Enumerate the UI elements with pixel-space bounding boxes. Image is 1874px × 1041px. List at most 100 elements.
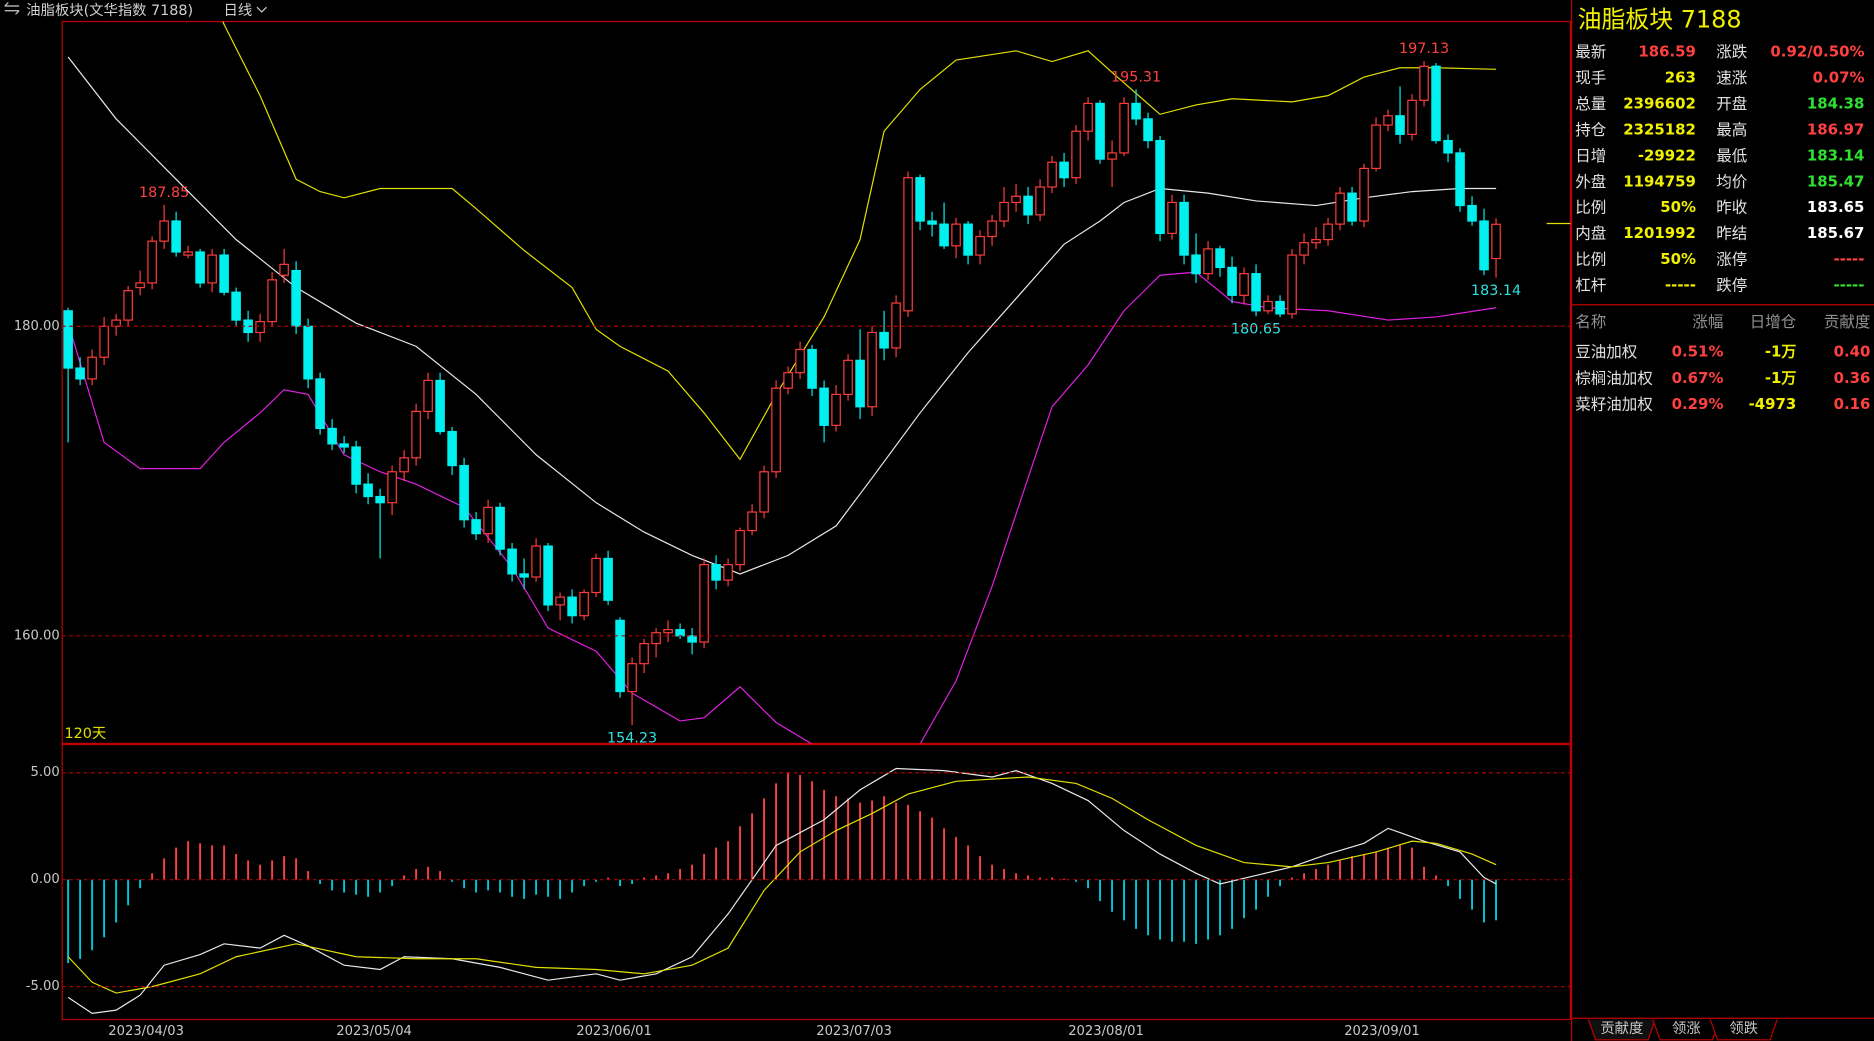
- candle-body: [1011, 195, 1021, 204]
- high-label: 195.31: [1111, 69, 1161, 85]
- candle-body: [951, 223, 961, 247]
- component-cell[interactable]: 0.29%: [1672, 395, 1724, 413]
- quote-label: 昨结: [1716, 225, 1747, 243]
- candle-body: [459, 464, 469, 521]
- candle-body: [747, 511, 757, 532]
- frames: [61, 0, 1874, 1041]
- candle-body: [495, 506, 505, 550]
- component-cell[interactable]: 菜籽油加权: [1575, 396, 1653, 414]
- candle-body: [543, 545, 553, 606]
- candle-body: [603, 557, 613, 601]
- candle-body: [1431, 65, 1441, 142]
- quote-label: 内盘: [1575, 224, 1606, 243]
- candle-body: [507, 548, 517, 575]
- candle-body: [699, 564, 709, 643]
- candle-body: [795, 348, 805, 374]
- tab-label[interactable]: 贡献度: [1600, 1020, 1643, 1037]
- component-cell[interactable]: 0.40: [1834, 343, 1871, 361]
- candle-body: [651, 632, 661, 645]
- candle-body: [567, 596, 577, 617]
- candle-body: [1479, 220, 1489, 271]
- quote-label: 总量: [1575, 95, 1606, 113]
- x-tick-label: 2023/08/01: [1068, 1024, 1144, 1039]
- candle-body: [75, 367, 85, 380]
- candle-body: [519, 573, 529, 578]
- candle-body: [1311, 239, 1321, 244]
- x-tick-label: 2023/05/04: [336, 1024, 412, 1039]
- candle-body: [711, 564, 721, 581]
- quote-value: 184.38: [1807, 94, 1865, 112]
- component-cell[interactable]: 棕榈油加权: [1575, 369, 1653, 387]
- candle-body: [639, 642, 649, 665]
- candle-body: [111, 319, 121, 327]
- quote-value: 186.59: [1638, 43, 1696, 61]
- quote-value: 50%: [1660, 250, 1696, 268]
- candle-body: [99, 325, 109, 358]
- component-cell[interactable]: 0.51%: [1672, 343, 1724, 361]
- period-selector[interactable]: 日线: [223, 2, 252, 19]
- candle-body: [1239, 273, 1249, 296]
- quote-value: -----: [1833, 250, 1864, 268]
- candle-body: [735, 529, 745, 566]
- quote-label: 比例: [1575, 251, 1606, 269]
- component-cell[interactable]: 0.36: [1834, 369, 1871, 387]
- candle-body: [591, 557, 601, 594]
- candle-body: [159, 220, 169, 242]
- candle-body: [411, 410, 421, 459]
- quote-label: 涨停: [1716, 251, 1747, 269]
- quote-value: 186.97: [1807, 120, 1865, 138]
- candle-body: [855, 359, 865, 408]
- candle-body: [1023, 195, 1033, 216]
- candle-body: [1119, 102, 1129, 154]
- candle-body: [363, 483, 373, 498]
- quote-label: 昨收: [1716, 199, 1747, 217]
- candle-body: [1335, 192, 1345, 225]
- column-header: 贡献度: [1824, 313, 1871, 331]
- candle-body: [435, 379, 445, 433]
- component-cell[interactable]: -1万: [1765, 369, 1797, 387]
- indicator-line: [67, 271, 1497, 744]
- candle-body: [183, 251, 193, 256]
- x-tick-label: 2023/06/01: [576, 1024, 652, 1039]
- candle-body: [1155, 139, 1165, 235]
- quote-value: 50%: [1660, 198, 1696, 216]
- candle-body: [1095, 102, 1105, 160]
- candle-body: [1107, 152, 1117, 160]
- quote-label: 外盘: [1575, 172, 1606, 191]
- candle-body: [1383, 115, 1393, 126]
- component-cell[interactable]: 豆油加权: [1575, 343, 1638, 361]
- tab-label[interactable]: 领涨: [1672, 1020, 1701, 1037]
- swap-icon[interactable]: [4, 1, 20, 15]
- candle-body: [915, 177, 925, 222]
- candle-body: [675, 629, 685, 637]
- column-header: 名称: [1575, 313, 1606, 331]
- high-label: 197.13: [1399, 41, 1449, 57]
- candle-body: [1227, 266, 1237, 296]
- y-tick-label: 5.00: [31, 765, 60, 780]
- candle-body: [1059, 161, 1069, 179]
- main-plot: 187.85 195.31 197.13 154.23 180.65 183.14: [63, 21, 1521, 744]
- y-tick-label: -5.00: [26, 979, 60, 994]
- low-label: 183.14: [1471, 283, 1521, 299]
- component-cell[interactable]: -4973: [1749, 395, 1797, 413]
- quote-value: 183.65: [1807, 198, 1865, 216]
- candle-body: [147, 240, 157, 284]
- candle-body: [1131, 102, 1141, 120]
- candle-body: [1167, 201, 1177, 235]
- component-cell[interactable]: 0.16: [1834, 395, 1871, 413]
- quote-label: 跌停: [1716, 277, 1747, 295]
- candle-body: [1263, 300, 1273, 312]
- tab-label[interactable]: 领跌: [1729, 1020, 1758, 1037]
- candle-body: [1203, 248, 1213, 275]
- column-header: 涨幅: [1692, 313, 1723, 331]
- component-cell[interactable]: -1万: [1765, 343, 1797, 361]
- tab-shape[interactable]: [1709, 1019, 1778, 1041]
- candle-body: [63, 310, 73, 369]
- component-cell[interactable]: 0.67%: [1672, 369, 1724, 387]
- candle-body: [339, 443, 349, 448]
- quote-label: 均价: [1716, 173, 1748, 191]
- top-bar: 油脂板块(文华指数 7188) 日线: [4, 1, 267, 19]
- tab-shape[interactable]: [1587, 1019, 1656, 1041]
- dropdown-chevron[interactable]: [256, 6, 267, 13]
- quote-value: 2396602: [1623, 94, 1696, 112]
